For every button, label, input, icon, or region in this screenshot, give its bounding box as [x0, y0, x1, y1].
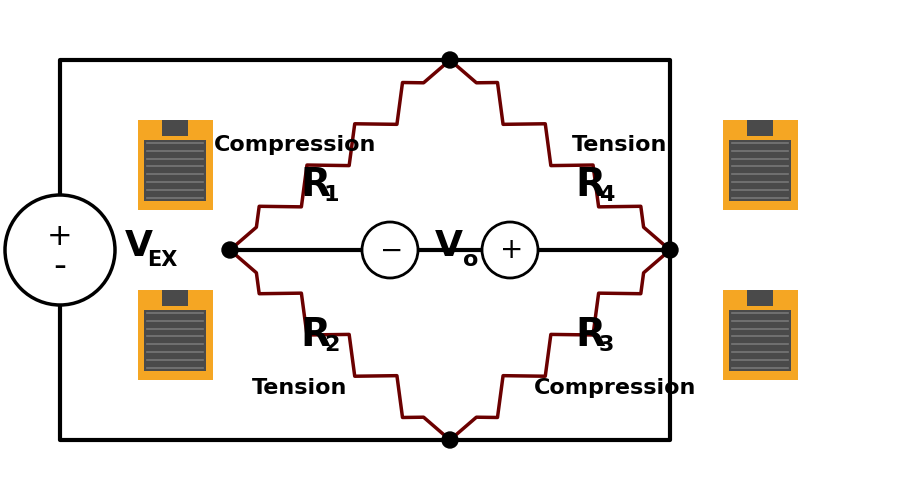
Text: R: R — [300, 166, 330, 204]
Text: V: V — [125, 229, 153, 263]
Bar — [162, 120, 179, 136]
Text: $-$: $-$ — [379, 236, 401, 264]
Text: R: R — [575, 316, 605, 354]
Bar — [747, 290, 764, 306]
Bar — [171, 290, 188, 306]
Bar — [729, 140, 791, 201]
Text: Tension: Tension — [252, 378, 347, 398]
Bar — [144, 140, 206, 201]
Circle shape — [662, 242, 678, 258]
Text: 4: 4 — [598, 185, 614, 205]
Text: 1: 1 — [324, 185, 339, 205]
Bar — [756, 290, 773, 306]
FancyBboxPatch shape — [723, 120, 797, 210]
Text: o: o — [463, 250, 479, 270]
Text: 2: 2 — [324, 335, 339, 355]
Circle shape — [5, 195, 115, 305]
Bar — [747, 120, 764, 136]
Text: Compression: Compression — [214, 135, 376, 155]
Bar — [144, 310, 206, 371]
Text: R: R — [300, 316, 330, 354]
Circle shape — [222, 242, 238, 258]
Bar — [162, 290, 179, 306]
Text: 3: 3 — [598, 335, 614, 355]
FancyBboxPatch shape — [138, 290, 212, 380]
FancyBboxPatch shape — [138, 120, 212, 210]
FancyBboxPatch shape — [723, 290, 797, 380]
Bar — [756, 120, 773, 136]
Text: R: R — [575, 166, 605, 204]
Text: Tension: Tension — [572, 135, 668, 155]
Text: $+$: $+$ — [499, 236, 521, 264]
Bar — [729, 310, 791, 371]
Circle shape — [482, 222, 538, 278]
Text: Compression: Compression — [534, 378, 697, 398]
Text: +: + — [47, 222, 73, 250]
Circle shape — [442, 52, 458, 68]
Text: -: - — [53, 249, 67, 283]
Text: EX: EX — [147, 250, 177, 270]
Circle shape — [362, 222, 418, 278]
Circle shape — [442, 432, 458, 448]
Text: V: V — [435, 229, 463, 263]
Bar — [171, 120, 188, 136]
